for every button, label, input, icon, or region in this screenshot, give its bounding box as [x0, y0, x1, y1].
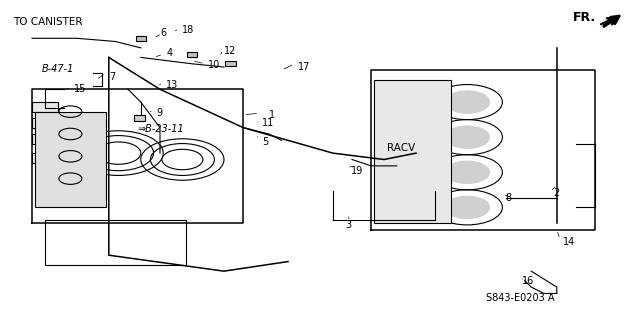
Circle shape [445, 126, 490, 148]
Bar [374, 80, 451, 223]
Text: S843-E0203 A: S843-E0203 A [486, 293, 555, 303]
Text: 1: 1 [269, 110, 275, 120]
Circle shape [445, 161, 490, 183]
Text: 9: 9 [157, 108, 163, 118]
Bar [225, 61, 236, 66]
Circle shape [445, 196, 490, 219]
Text: 5: 5 [262, 137, 269, 147]
Text: 19: 19 [351, 166, 363, 176]
Text: TO CANISTER: TO CANISTER [13, 17, 83, 27]
Text: 4: 4 [166, 48, 173, 58]
Text: ⇒B-23-11: ⇒B-23-11 [138, 124, 184, 134]
Text: FR.: FR. [573, 11, 596, 24]
Bar [32, 118, 58, 128]
Bar [187, 52, 197, 57]
Bar [32, 153, 58, 163]
Text: 6: 6 [160, 28, 166, 39]
Text: 18: 18 [182, 25, 195, 35]
Text: 2: 2 [554, 188, 560, 198]
Text: 13: 13 [166, 79, 179, 90]
Bar [134, 115, 145, 121]
Bar [136, 36, 146, 41]
Bar [35, 112, 106, 207]
Circle shape [445, 91, 490, 113]
Bar [45, 220, 186, 265]
Bar [32, 134, 58, 144]
Text: 8: 8 [506, 193, 512, 203]
Text: 14: 14 [563, 237, 575, 248]
Text: 10: 10 [208, 60, 220, 70]
Text: 3: 3 [346, 220, 352, 230]
Text: 17: 17 [298, 62, 310, 72]
Text: 16: 16 [522, 276, 534, 286]
Bar [32, 102, 58, 112]
Text: 7: 7 [109, 71, 115, 82]
Text: 15: 15 [74, 84, 86, 94]
Text: RACV: RACV [387, 143, 415, 153]
Text: 11: 11 [262, 118, 275, 128]
Text: 12: 12 [224, 46, 236, 56]
Text: B-47-1: B-47-1 [42, 63, 74, 74]
